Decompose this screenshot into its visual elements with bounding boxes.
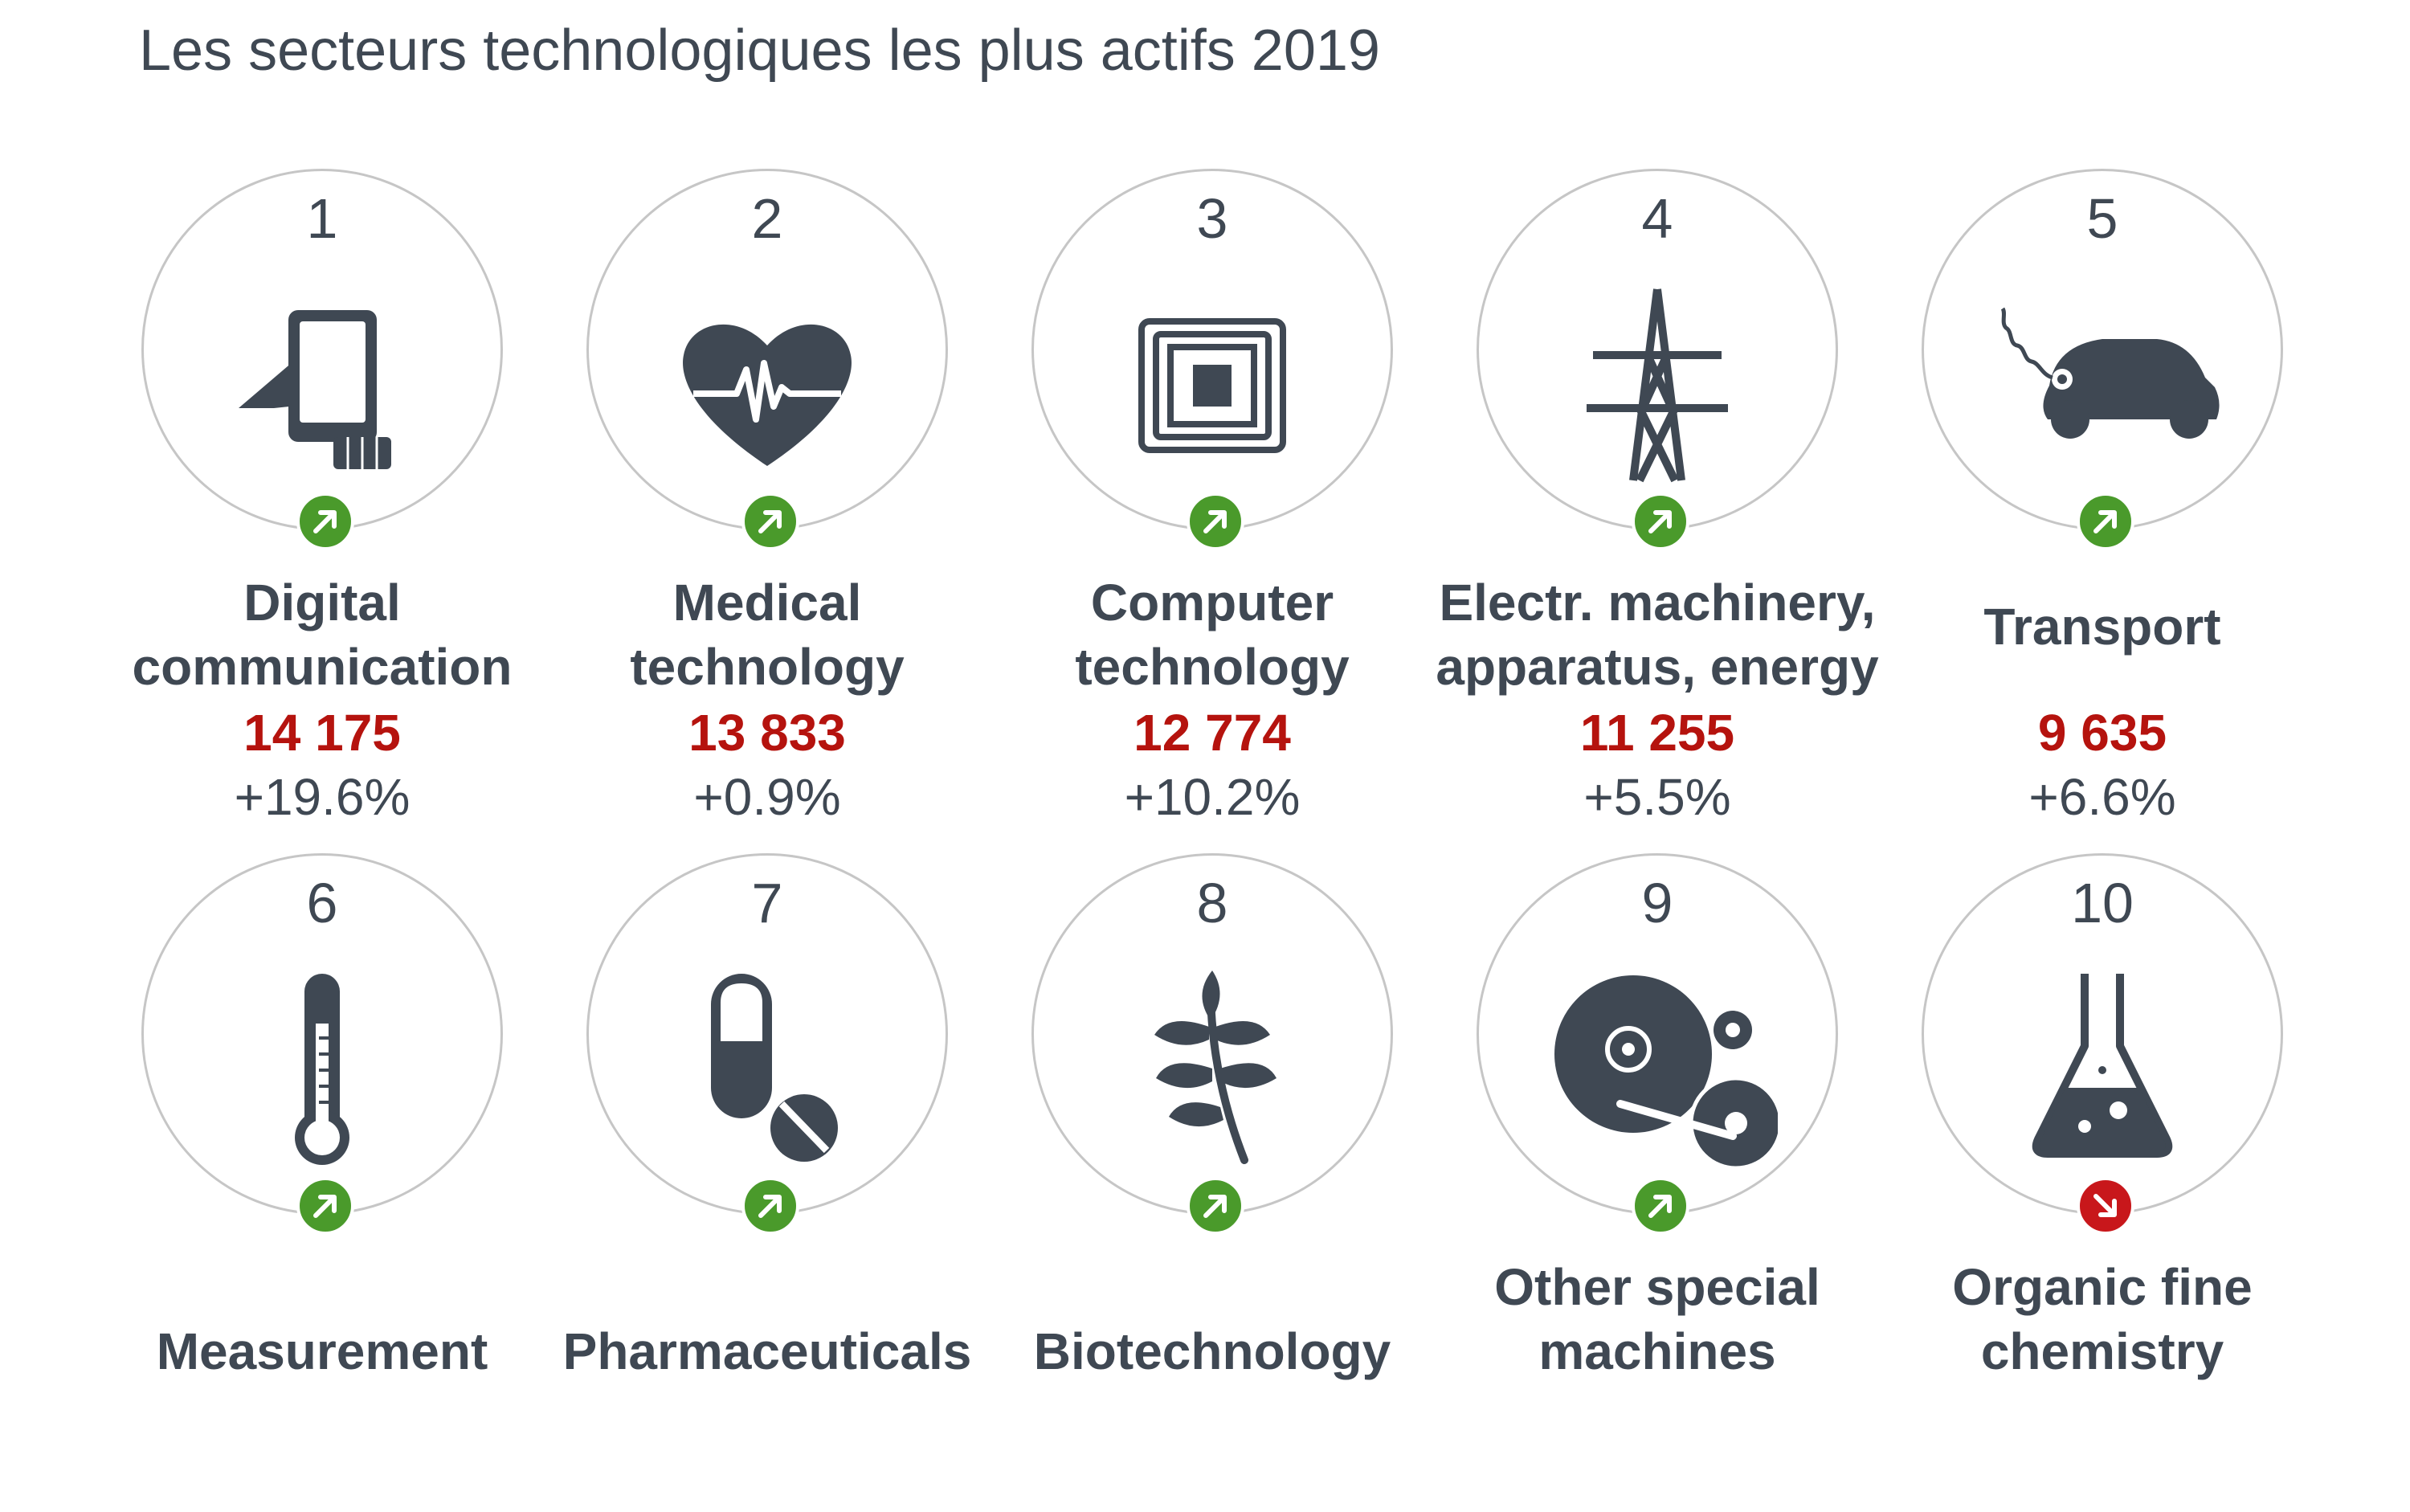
sector-label-line: Measurement	[156, 1322, 488, 1380]
trend-up-icon	[1187, 492, 1244, 550]
sector-label-line: Computer	[1090, 574, 1334, 631]
trend-up-icon	[296, 492, 354, 550]
sector-label-line: Organic fine	[1952, 1258, 2253, 1316]
sector-change: +6.6%	[2028, 768, 2176, 826]
leaf-branch-icon	[1092, 950, 1333, 1191]
sector-label-line: Medical	[672, 574, 862, 631]
sector-label-line: chemistry	[1980, 1322, 2224, 1380]
sector-label-line: Pharmaceuticals	[562, 1322, 972, 1380]
sector-label: Computer technology	[974, 570, 1450, 699]
sector-card-2: 2 Medical technology 13 833 +0.9%	[545, 169, 995, 828]
sector-change: +19.6%	[234, 768, 411, 826]
trend-up-icon	[741, 1177, 799, 1235]
sector-circle	[586, 853, 948, 1215]
sector-label: Biotechnology	[974, 1319, 1450, 1383]
trend-up-icon	[741, 492, 799, 550]
heartbeat-icon	[647, 265, 888, 506]
sector-label-line: machines	[1538, 1322, 1776, 1380]
sector-card-9: 9 Other special machines	[1436, 853, 1885, 1512]
sector-rank: 4	[1641, 187, 1673, 250]
sector-label-line: technology	[1075, 638, 1350, 696]
sector-label: Organic fine chemistry	[1865, 1255, 2340, 1383]
sector-label: Digital communication	[84, 570, 560, 699]
sector-value: 11 255	[1579, 704, 1735, 762]
sector-label: Pharmaceuticals	[529, 1319, 1005, 1383]
sector-label-line: Electr. machinery,	[1439, 574, 1876, 631]
sector-label-line: Biotechnology	[1033, 1322, 1391, 1380]
chart-subtitle: Les secteurs technologiques les plus act…	[139, 18, 1380, 83]
flask-icon	[1982, 950, 2223, 1191]
sector-card-5: 5 Transport 9 635 +6.6%	[1881, 169, 2330, 828]
sector-rank: 1	[306, 187, 338, 250]
trend-up-icon	[2077, 492, 2134, 550]
sector-rank: 7	[751, 872, 783, 934]
sector-rank: 2	[751, 187, 783, 250]
sector-label-line: apparatus, energy	[1436, 638, 1879, 696]
machine-gears-icon	[1537, 950, 1778, 1191]
sector-rank: 5	[2086, 187, 2118, 250]
sector-label: Medical technology	[529, 570, 1005, 699]
sector-label: Electr. machinery, apparatus, energy	[1419, 570, 1895, 699]
sector-circle	[1477, 169, 1838, 530]
sector-rank: 3	[1196, 187, 1228, 250]
trend-down-icon	[2077, 1177, 2134, 1235]
sector-change: +5.5%	[1583, 768, 1731, 826]
sector-value: 14 175	[243, 704, 401, 762]
trend-up-icon	[1632, 1177, 1689, 1235]
sector-label-line: Transport	[1983, 598, 2221, 656]
sector-value: 9 635	[2037, 704, 2167, 762]
sector-rank: 9	[1641, 872, 1673, 934]
sector-card-1: 1 Digital communication 14 175 +19.6%	[100, 169, 550, 828]
sector-label-line: Digital	[243, 574, 401, 631]
sector-rank: 10	[2071, 872, 2134, 934]
electric-car-icon	[1982, 265, 2223, 506]
sector-change: +10.2%	[1124, 768, 1301, 826]
power-pylon-icon	[1537, 265, 1778, 506]
tablet-hand-icon	[202, 265, 443, 506]
sector-label: Other special machines	[1419, 1255, 1895, 1383]
sector-change: +0.9%	[693, 768, 841, 826]
sector-rank: 6	[306, 872, 338, 934]
sector-label-line: Other special	[1494, 1258, 1820, 1316]
sector-card-3: 3 Computer technology 12 774 +10.2%	[991, 169, 1440, 828]
trend-up-icon	[1187, 1177, 1244, 1235]
sector-label: Measurement	[84, 1319, 560, 1383]
sector-card-8: 8 Biotechnology	[991, 853, 1440, 1512]
sector-value: 13 833	[688, 704, 846, 762]
thermometer-icon	[202, 950, 443, 1191]
sector-label: Transport	[1865, 595, 2340, 659]
sector-rank: 8	[1196, 872, 1228, 934]
pills-icon	[647, 950, 888, 1191]
sector-card-7: 7 Pharmaceuticals	[545, 853, 995, 1512]
sector-card-6: 6 Measurement	[100, 853, 550, 1512]
sector-label-line: technology	[630, 638, 905, 696]
sector-value: 12 774	[1134, 704, 1291, 762]
sector-card-10: 10 Organic fine chemistry	[1881, 853, 2330, 1512]
chip-icon	[1092, 265, 1333, 506]
trend-up-icon	[296, 1177, 354, 1235]
sector-card-4: 4 Electr. machinery, apparatus, energy 11 2…	[1436, 169, 1885, 828]
sector-label-line: communication	[132, 638, 513, 696]
trend-up-icon	[1632, 492, 1689, 550]
